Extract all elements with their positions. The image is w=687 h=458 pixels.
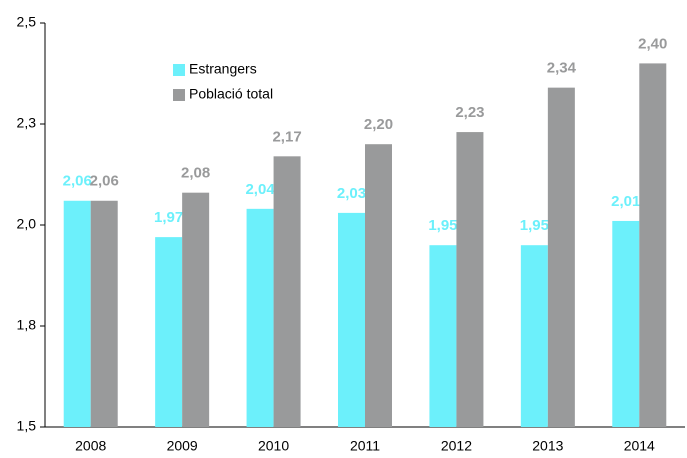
value-label: 1,95 (428, 217, 457, 234)
x-tick-label: 2010 (258, 438, 289, 454)
value-label: 2,40 (638, 35, 667, 52)
bar (90, 200, 118, 427)
bar (547, 87, 575, 427)
bar (639, 63, 667, 428)
value-label: 2,20 (364, 116, 393, 133)
legend-label: Població total (189, 86, 273, 102)
bar (365, 144, 392, 427)
x-tick-label: 2009 (167, 438, 198, 454)
legend-swatch (173, 64, 185, 76)
bar (182, 192, 210, 427)
x-tick-label: 2012 (441, 438, 472, 454)
bar (155, 237, 183, 427)
legend-swatch (173, 89, 185, 101)
bar (456, 132, 484, 427)
x-tick-label: 2008 (75, 438, 106, 454)
value-label: 2,17 (272, 128, 301, 145)
legend-label: Estrangers (189, 61, 257, 77)
value-label: 2,01 (611, 193, 640, 210)
bar (338, 212, 365, 427)
value-label: 2,23 (455, 104, 484, 121)
bar (273, 156, 301, 427)
x-tick-label: 2011 (350, 438, 380, 454)
value-label: 2,06 (63, 173, 92, 190)
value-label: 1,95 (520, 217, 549, 234)
bar (612, 220, 640, 427)
y-tick-label: 2,3 (17, 115, 37, 131)
x-tick-label: 2014 (624, 438, 655, 454)
bar (429, 245, 457, 427)
bar (63, 200, 91, 427)
y-tick-label: 1,5 (17, 418, 37, 434)
bar (246, 208, 274, 427)
value-label: 1,97 (154, 209, 183, 226)
value-label: 2,03 (337, 185, 366, 202)
bar (520, 245, 548, 427)
value-label: 2,08 (181, 165, 210, 182)
y-tick-label: 2,5 (17, 14, 37, 30)
value-label: 2,34 (547, 60, 577, 77)
y-tick-label: 2,0 (17, 216, 37, 232)
y-tick-label: 1,8 (17, 317, 37, 333)
value-label: 2,06 (90, 173, 119, 190)
value-label: 2,04 (245, 181, 275, 198)
x-tick-label: 2013 (532, 438, 563, 454)
